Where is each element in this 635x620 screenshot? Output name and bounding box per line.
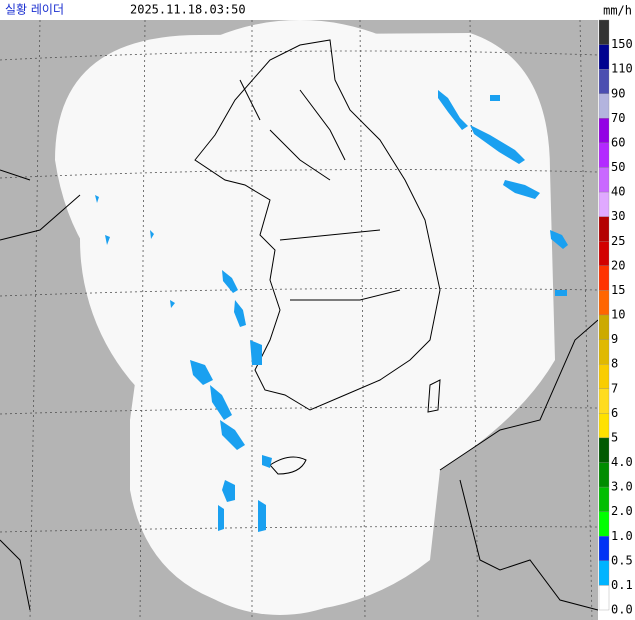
legend-label: 90 bbox=[611, 86, 625, 100]
legend-swatch bbox=[598, 216, 610, 242]
legend-swatch bbox=[598, 69, 610, 94]
legend-label: 60 bbox=[611, 135, 625, 149]
legend-label: 10 bbox=[611, 308, 625, 322]
legend-swatch bbox=[598, 241, 610, 266]
legend-label: 2.0 bbox=[611, 504, 633, 518]
legend-label: 5 bbox=[611, 430, 618, 444]
legend-swatch bbox=[598, 19, 610, 45]
precipitation bbox=[95, 90, 568, 532]
legend-swatch bbox=[598, 191, 610, 217]
legend-label: 20 bbox=[611, 258, 625, 272]
legend-label: 8 bbox=[611, 357, 618, 371]
legend-label: 3.0 bbox=[611, 480, 633, 494]
legend-swatch bbox=[598, 486, 610, 512]
legend-swatch bbox=[598, 265, 610, 291]
legend-swatch bbox=[598, 462, 610, 488]
legend-label: 30 bbox=[611, 209, 625, 223]
legend-label: 0.5 bbox=[611, 553, 633, 567]
legend-label: 1.0 bbox=[611, 529, 633, 543]
legend-swatch bbox=[598, 388, 610, 414]
legend-swatch bbox=[598, 413, 610, 439]
legend-label: 15 bbox=[611, 283, 625, 297]
legend-swatch bbox=[598, 93, 610, 119]
grid-lines bbox=[0, 19, 599, 620]
timestamp: 2025.11.18.03:50 bbox=[130, 3, 246, 17]
legend-label: 40 bbox=[611, 185, 625, 199]
coastlines bbox=[0, 39, 599, 611]
legend-swatch bbox=[598, 364, 610, 389]
legend-label: 110 bbox=[611, 62, 633, 76]
legend-swatch bbox=[598, 142, 610, 168]
legend-label: 7 bbox=[611, 381, 618, 395]
legend-swatch bbox=[598, 44, 610, 70]
radar-coverage bbox=[55, 20, 555, 615]
legend-swatch bbox=[598, 118, 610, 144]
legend-swatch bbox=[598, 167, 610, 193]
title: 실황 레이더 bbox=[5, 3, 64, 17]
legend-label: 4.0 bbox=[611, 455, 633, 469]
legend-swatch bbox=[598, 511, 610, 537]
legend-label: 50 bbox=[611, 160, 625, 174]
legend-label: 70 bbox=[611, 111, 625, 125]
legend-swatch bbox=[598, 314, 610, 340]
legend-label: 9 bbox=[611, 332, 618, 346]
legend-swatch bbox=[598, 536, 610, 561]
legend-label: 0.1 bbox=[611, 578, 633, 592]
legend-swatch bbox=[598, 585, 610, 611]
legend-label: 6 bbox=[611, 406, 618, 420]
legend-swatch bbox=[598, 339, 610, 365]
legend-swatch bbox=[598, 437, 610, 463]
legend-swatch bbox=[598, 290, 610, 316]
legend-swatch bbox=[598, 560, 610, 586]
legend-label: 150 bbox=[611, 37, 633, 51]
legend-label: 0.0 bbox=[611, 603, 633, 617]
legend: 150 110 90 70 60 50 40 30 25 20 15 10 9 8 7 6 5 4.0 3.0 2.0… bbox=[598, 19, 635, 620]
legend-label: 25 bbox=[611, 234, 625, 248]
map bbox=[0, 19, 599, 620]
unit: mm/h bbox=[603, 4, 632, 18]
